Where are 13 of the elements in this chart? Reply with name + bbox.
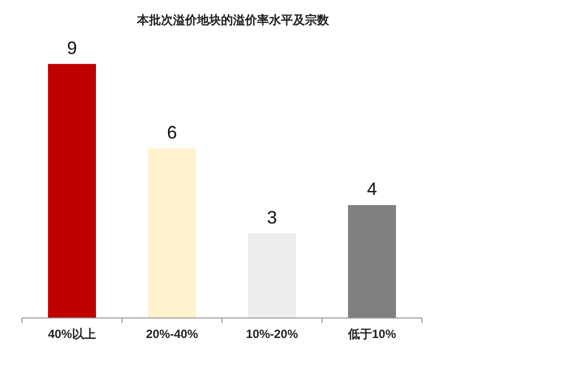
x-tick-label: 低于10% [346,327,396,341]
bar [48,64,96,318]
data-label: 3 [266,207,278,228]
x-tick-label: 20%-40% [146,327,198,341]
data-label: 9 [66,38,78,58]
bar [148,148,196,318]
x-tick-label: 40%以上 [48,327,96,341]
chart-title: 本批次溢价地块的溢价率水平及宗数 [136,13,330,27]
bar [348,205,396,318]
bar [248,233,296,318]
x-tick-label: 10%-20% [246,327,298,341]
data-label: 6 [166,122,178,143]
data-label: 4 [366,179,378,200]
